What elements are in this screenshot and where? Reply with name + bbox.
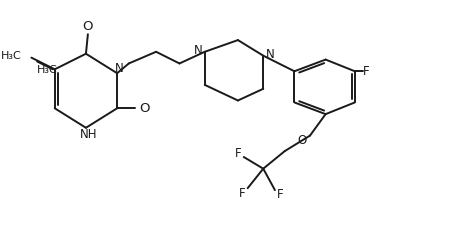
- Text: O: O: [139, 102, 150, 115]
- Text: H₃C: H₃C: [36, 65, 57, 75]
- Text: O: O: [83, 20, 93, 33]
- Text: N: N: [194, 44, 202, 57]
- Text: NH: NH: [80, 128, 97, 141]
- Text: H₃C: H₃C: [1, 51, 22, 61]
- Text: F: F: [363, 65, 370, 78]
- Text: F: F: [235, 147, 241, 160]
- Text: F: F: [276, 188, 283, 202]
- Text: N: N: [266, 48, 274, 61]
- Text: F: F: [238, 187, 245, 199]
- Text: N: N: [115, 62, 123, 75]
- Text: O: O: [298, 134, 307, 147]
